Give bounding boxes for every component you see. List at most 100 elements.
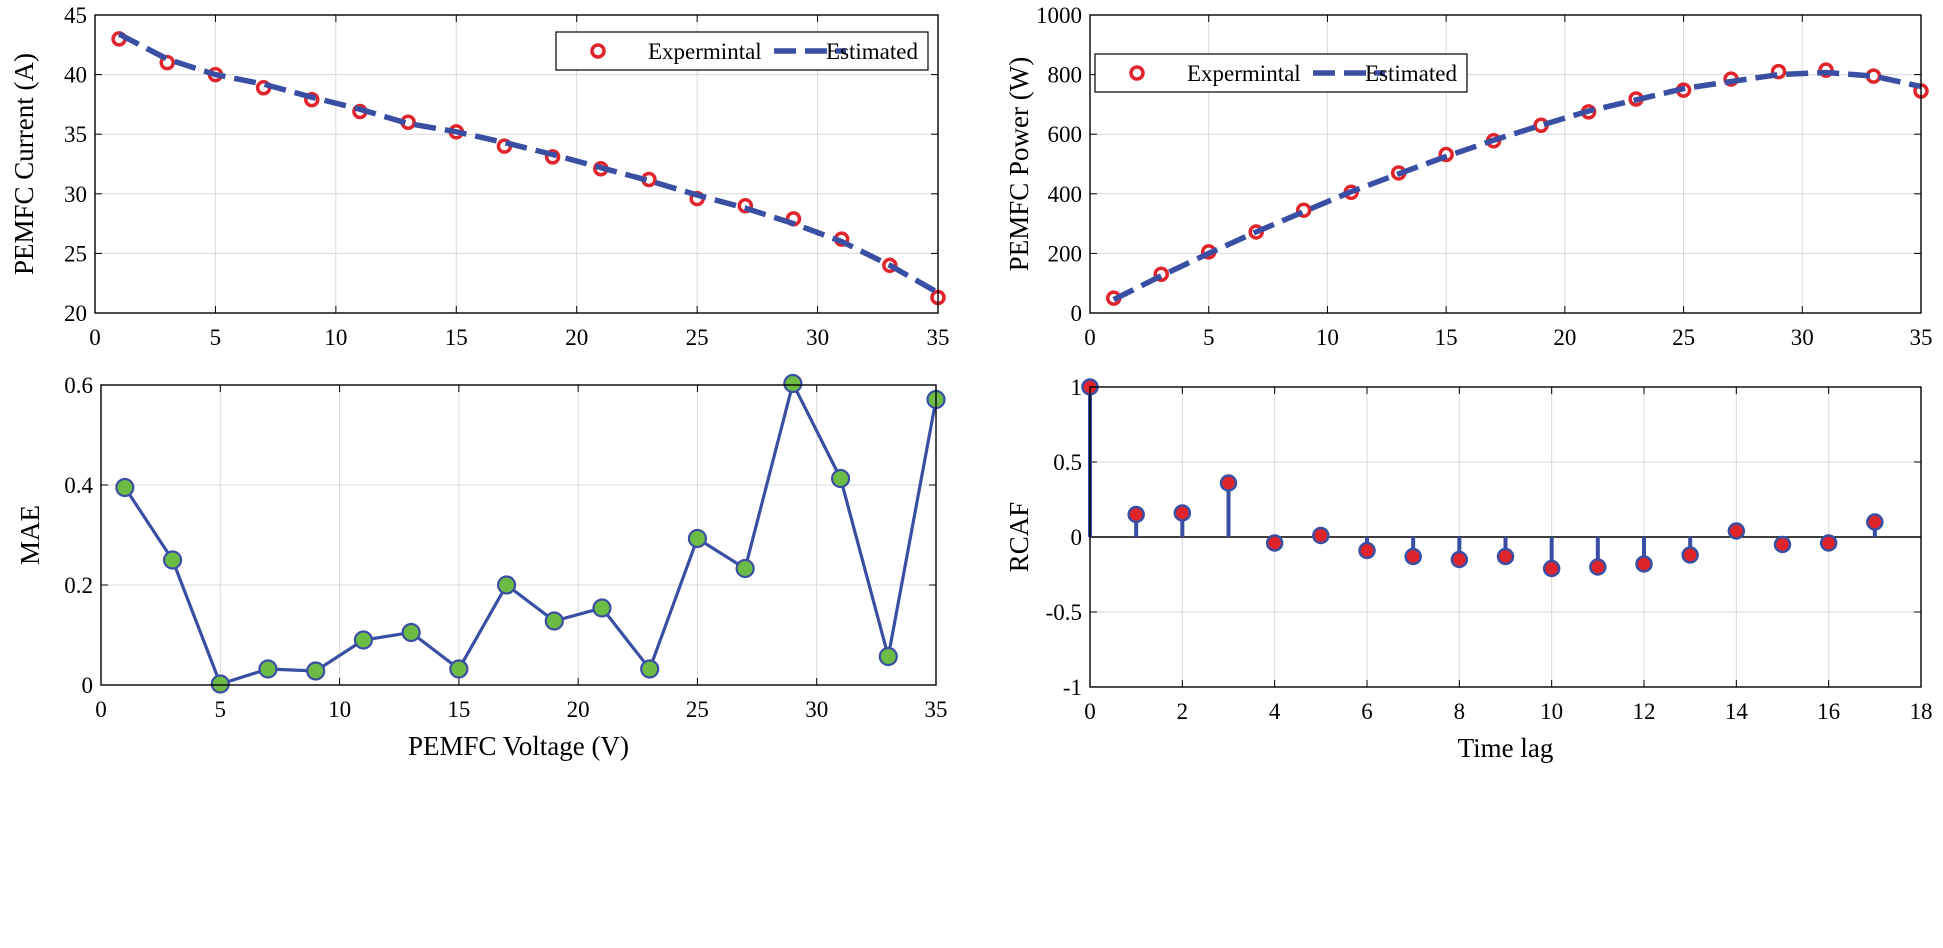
mae-data-point bbox=[162, 550, 183, 570]
rcaf-xtick-label: 10 bbox=[1540, 699, 1563, 724]
rcaf-stem-point bbox=[1773, 535, 1792, 554]
rcaf-stem-point bbox=[1312, 526, 1330, 545]
mae-data-point bbox=[306, 661, 326, 681]
rcaf-stem-point bbox=[1450, 550, 1469, 569]
mae-axes-frame bbox=[100, 384, 937, 686]
mae-data-point bbox=[878, 646, 898, 667]
rcaf-stem-point bbox=[1265, 534, 1284, 552]
rcaf-stem-point bbox=[1866, 513, 1884, 531]
power-legend-box bbox=[1094, 53, 1468, 93]
current-legend-box bbox=[555, 31, 929, 71]
rcaf-ytick-label: 0 bbox=[1071, 525, 1083, 550]
rcaf-xlabel: Time lag bbox=[1458, 733, 1554, 763]
power-legend-experimental-marker bbox=[1129, 65, 1145, 81]
mae-ytick-label: 0.2 bbox=[64, 573, 93, 598]
mae-data-point bbox=[544, 611, 564, 631]
mae-xtick-label: 35 bbox=[925, 697, 948, 722]
rcaf-stem-point bbox=[1496, 547, 1515, 566]
rcaf-stem-point bbox=[1727, 522, 1746, 540]
rcaf-xtick-label: 4 bbox=[1269, 699, 1281, 724]
power-ytick-label: 200 bbox=[1048, 241, 1083, 266]
mae-data-point bbox=[353, 630, 374, 650]
panel-rcaf-chart: 0 2 4 6 8 10 12 14 16 18 -1 -0.5 0 0.5 1 RCAF Time lag bbox=[1004, 375, 1933, 763]
power-series-estimated-line bbox=[1112, 69, 1922, 303]
current-ytick-label: 25 bbox=[64, 241, 87, 266]
rcaf-stem-point bbox=[1681, 546, 1699, 564]
rcaf-xtick-label: 18 bbox=[1910, 699, 1933, 724]
mae-ytick-label: 0.6 bbox=[64, 373, 93, 398]
power-xtick-label: 15 bbox=[1435, 325, 1458, 350]
mae-ylabel: MAE bbox=[15, 505, 45, 565]
mae-xtick-label: 10 bbox=[328, 697, 351, 722]
power-xtick-label: 0 bbox=[1084, 325, 1096, 350]
rcaf-stem-point bbox=[1358, 541, 1376, 560]
mae-xlabel: PEMFC Voltage (V) bbox=[408, 731, 629, 761]
power-ylabel: PEMFC Power (W) bbox=[1004, 57, 1034, 272]
mae-plot-area bbox=[101, 385, 936, 685]
current-ytick-label: 45 bbox=[64, 3, 87, 28]
power-legend-estimated-label: Estimated bbox=[1365, 61, 1457, 86]
current-ylabel: PEMFC Current (A) bbox=[9, 53, 39, 275]
rcaf-stem-point bbox=[1404, 547, 1422, 566]
current-xtick-label: 20 bbox=[565, 325, 588, 350]
power-xtick-label: 10 bbox=[1316, 325, 1339, 350]
mae-data-point bbox=[401, 622, 421, 643]
rcaf-stem-point bbox=[1219, 474, 1238, 492]
mae-data-point bbox=[258, 659, 278, 679]
mae-xtick-label: 25 bbox=[686, 697, 709, 722]
current-ytick-label: 35 bbox=[64, 122, 87, 147]
rcaf-xtick-label: 12 bbox=[1633, 699, 1656, 724]
mae-xtick-label: 0 bbox=[95, 697, 107, 722]
rcaf-ytick-label: -1 bbox=[1063, 675, 1082, 700]
current-xtick-label: 5 bbox=[210, 325, 222, 350]
rcaf-xtick-label: 6 bbox=[1361, 699, 1373, 724]
power-xtick-label: 25 bbox=[1672, 325, 1695, 350]
mae-data-point bbox=[783, 373, 803, 394]
mae-data-point bbox=[735, 558, 755, 579]
mae-xtick-label: 15 bbox=[447, 697, 470, 722]
current-xtick-label: 15 bbox=[445, 325, 468, 350]
panel-current-chart: 0 5 10 15 20 25 30 35 20 25 30 35 40 45 PEMFC Current … bbox=[9, 3, 950, 350]
rcaf-ytick-label: -0.5 bbox=[1046, 600, 1082, 625]
mae-xtick-label: 5 bbox=[215, 697, 227, 722]
power-ytick-label: 600 bbox=[1048, 122, 1083, 147]
rcaf-stem-point bbox=[1542, 559, 1561, 578]
mae-data-point bbox=[830, 468, 851, 489]
power-xtick-label: 20 bbox=[1553, 325, 1576, 350]
mae-xtick-label: 20 bbox=[567, 697, 590, 722]
current-ytick-label: 40 bbox=[64, 63, 87, 88]
current-xtick-label: 0 bbox=[89, 325, 101, 350]
mae-data-point bbox=[687, 528, 708, 549]
current-axes-frame bbox=[94, 14, 939, 314]
current-xtick-label: 25 bbox=[686, 325, 709, 350]
rcaf-ytick-label: 1 bbox=[1071, 375, 1083, 400]
rcaf-stem-point bbox=[1173, 504, 1192, 522]
power-marks bbox=[1105, 62, 1929, 306]
rcaf-stem-point bbox=[1819, 534, 1838, 552]
current-ytick-label: 30 bbox=[64, 182, 87, 207]
rcaf-stem-point bbox=[1589, 558, 1607, 576]
mae-ytick-label: 0 bbox=[82, 673, 94, 698]
current-legend-estimated-label: Estimated bbox=[826, 39, 918, 64]
mae-data-point bbox=[496, 575, 517, 595]
current-xtick-label: 10 bbox=[324, 325, 347, 350]
current-legend-experimental-label: Expermintal bbox=[648, 39, 762, 64]
rcaf-ytick-label: 0.5 bbox=[1053, 450, 1082, 475]
current-legend-experimental-marker bbox=[590, 43, 606, 59]
power-ytick-label: 800 bbox=[1048, 63, 1083, 88]
mae-data-point bbox=[592, 598, 612, 618]
current-xtick-label: 35 bbox=[927, 325, 950, 350]
panel-mae-chart: 0 5 10 15 20 25 30 35 0 0.2 0.4 0.6 MAE PEMFC Voltage… bbox=[15, 373, 948, 761]
current-legend: Expermintal Estimated bbox=[555, 31, 929, 71]
mae-data-point bbox=[210, 674, 230, 694]
panel-power-chart: 0 5 10 15 20 25 30 35 0 200 400 600 800 1000 PEMFC Pow… bbox=[1004, 3, 1933, 350]
rcaf-stem-point bbox=[1127, 505, 1145, 524]
rcaf-xtick-label: 2 bbox=[1177, 699, 1189, 724]
mae-data-point bbox=[640, 659, 660, 679]
power-ytick-label: 400 bbox=[1048, 182, 1083, 207]
current-ytick-label: 20 bbox=[64, 301, 87, 326]
rcaf-xtick-label: 0 bbox=[1084, 699, 1096, 724]
power-legend-experimental-label: Expermintal bbox=[1187, 61, 1301, 86]
mae-data-point bbox=[449, 659, 469, 679]
